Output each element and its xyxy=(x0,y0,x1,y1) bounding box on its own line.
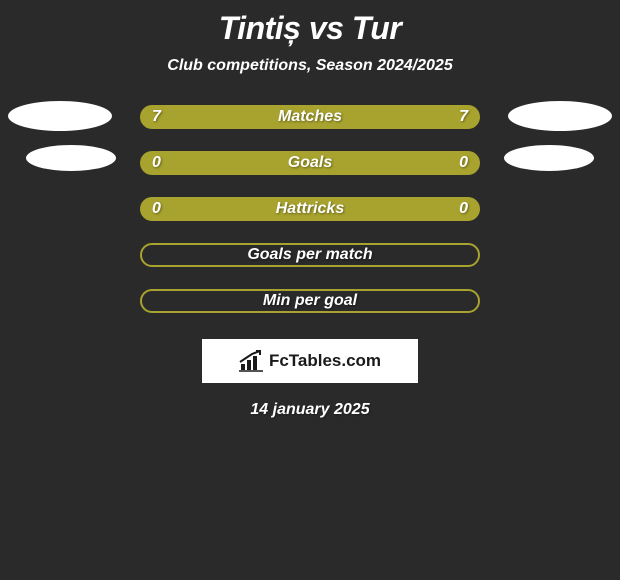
logo-box: FcTables.com xyxy=(202,339,418,383)
avatar-right-2 xyxy=(504,145,594,171)
stat-row-goals: 0 Goals 0 xyxy=(140,151,480,175)
stat-value-right: 7 xyxy=(459,108,468,126)
avatar-left-1 xyxy=(8,101,112,131)
date-label: 14 january 2025 xyxy=(250,401,369,419)
stat-label: Goals per match xyxy=(247,246,372,264)
stat-row-min-per-goal: Min per goal xyxy=(140,289,480,313)
stat-label: Matches xyxy=(278,108,342,126)
logo-text: FcTables.com xyxy=(269,351,381,371)
comparison-card: Tintiș vs Tur Club competitions, Season … xyxy=(0,0,620,580)
stat-value-right: 0 xyxy=(459,154,468,172)
stat-label: Hattricks xyxy=(276,200,344,218)
avatar-left-2 xyxy=(26,145,116,171)
chart-icon xyxy=(239,350,263,372)
stat-label: Min per goal xyxy=(263,292,357,310)
stat-row-hattricks: 0 Hattricks 0 xyxy=(140,197,480,221)
stat-row-goals-per-match: Goals per match xyxy=(140,243,480,267)
stat-value-right: 0 xyxy=(459,200,468,218)
avatar-right-1 xyxy=(508,101,612,131)
page-title: Tintiș vs Tur xyxy=(219,10,402,47)
stat-value-left: 0 xyxy=(152,154,161,172)
stat-row-matches: 7 Matches 7 xyxy=(140,105,480,129)
stat-value-left: 0 xyxy=(152,200,161,218)
stat-label: Goals xyxy=(288,154,332,172)
subtitle: Club competitions, Season 2024/2025 xyxy=(167,57,452,75)
stat-value-left: 7 xyxy=(152,108,161,126)
stats-block: 7 Matches 7 0 Goals 0 0 Hattricks 0 Goal… xyxy=(0,105,620,313)
